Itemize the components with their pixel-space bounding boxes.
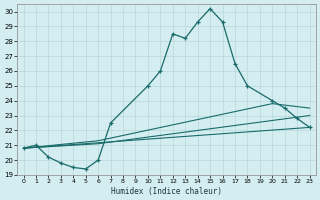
X-axis label: Humidex (Indice chaleur): Humidex (Indice chaleur): [111, 187, 222, 196]
